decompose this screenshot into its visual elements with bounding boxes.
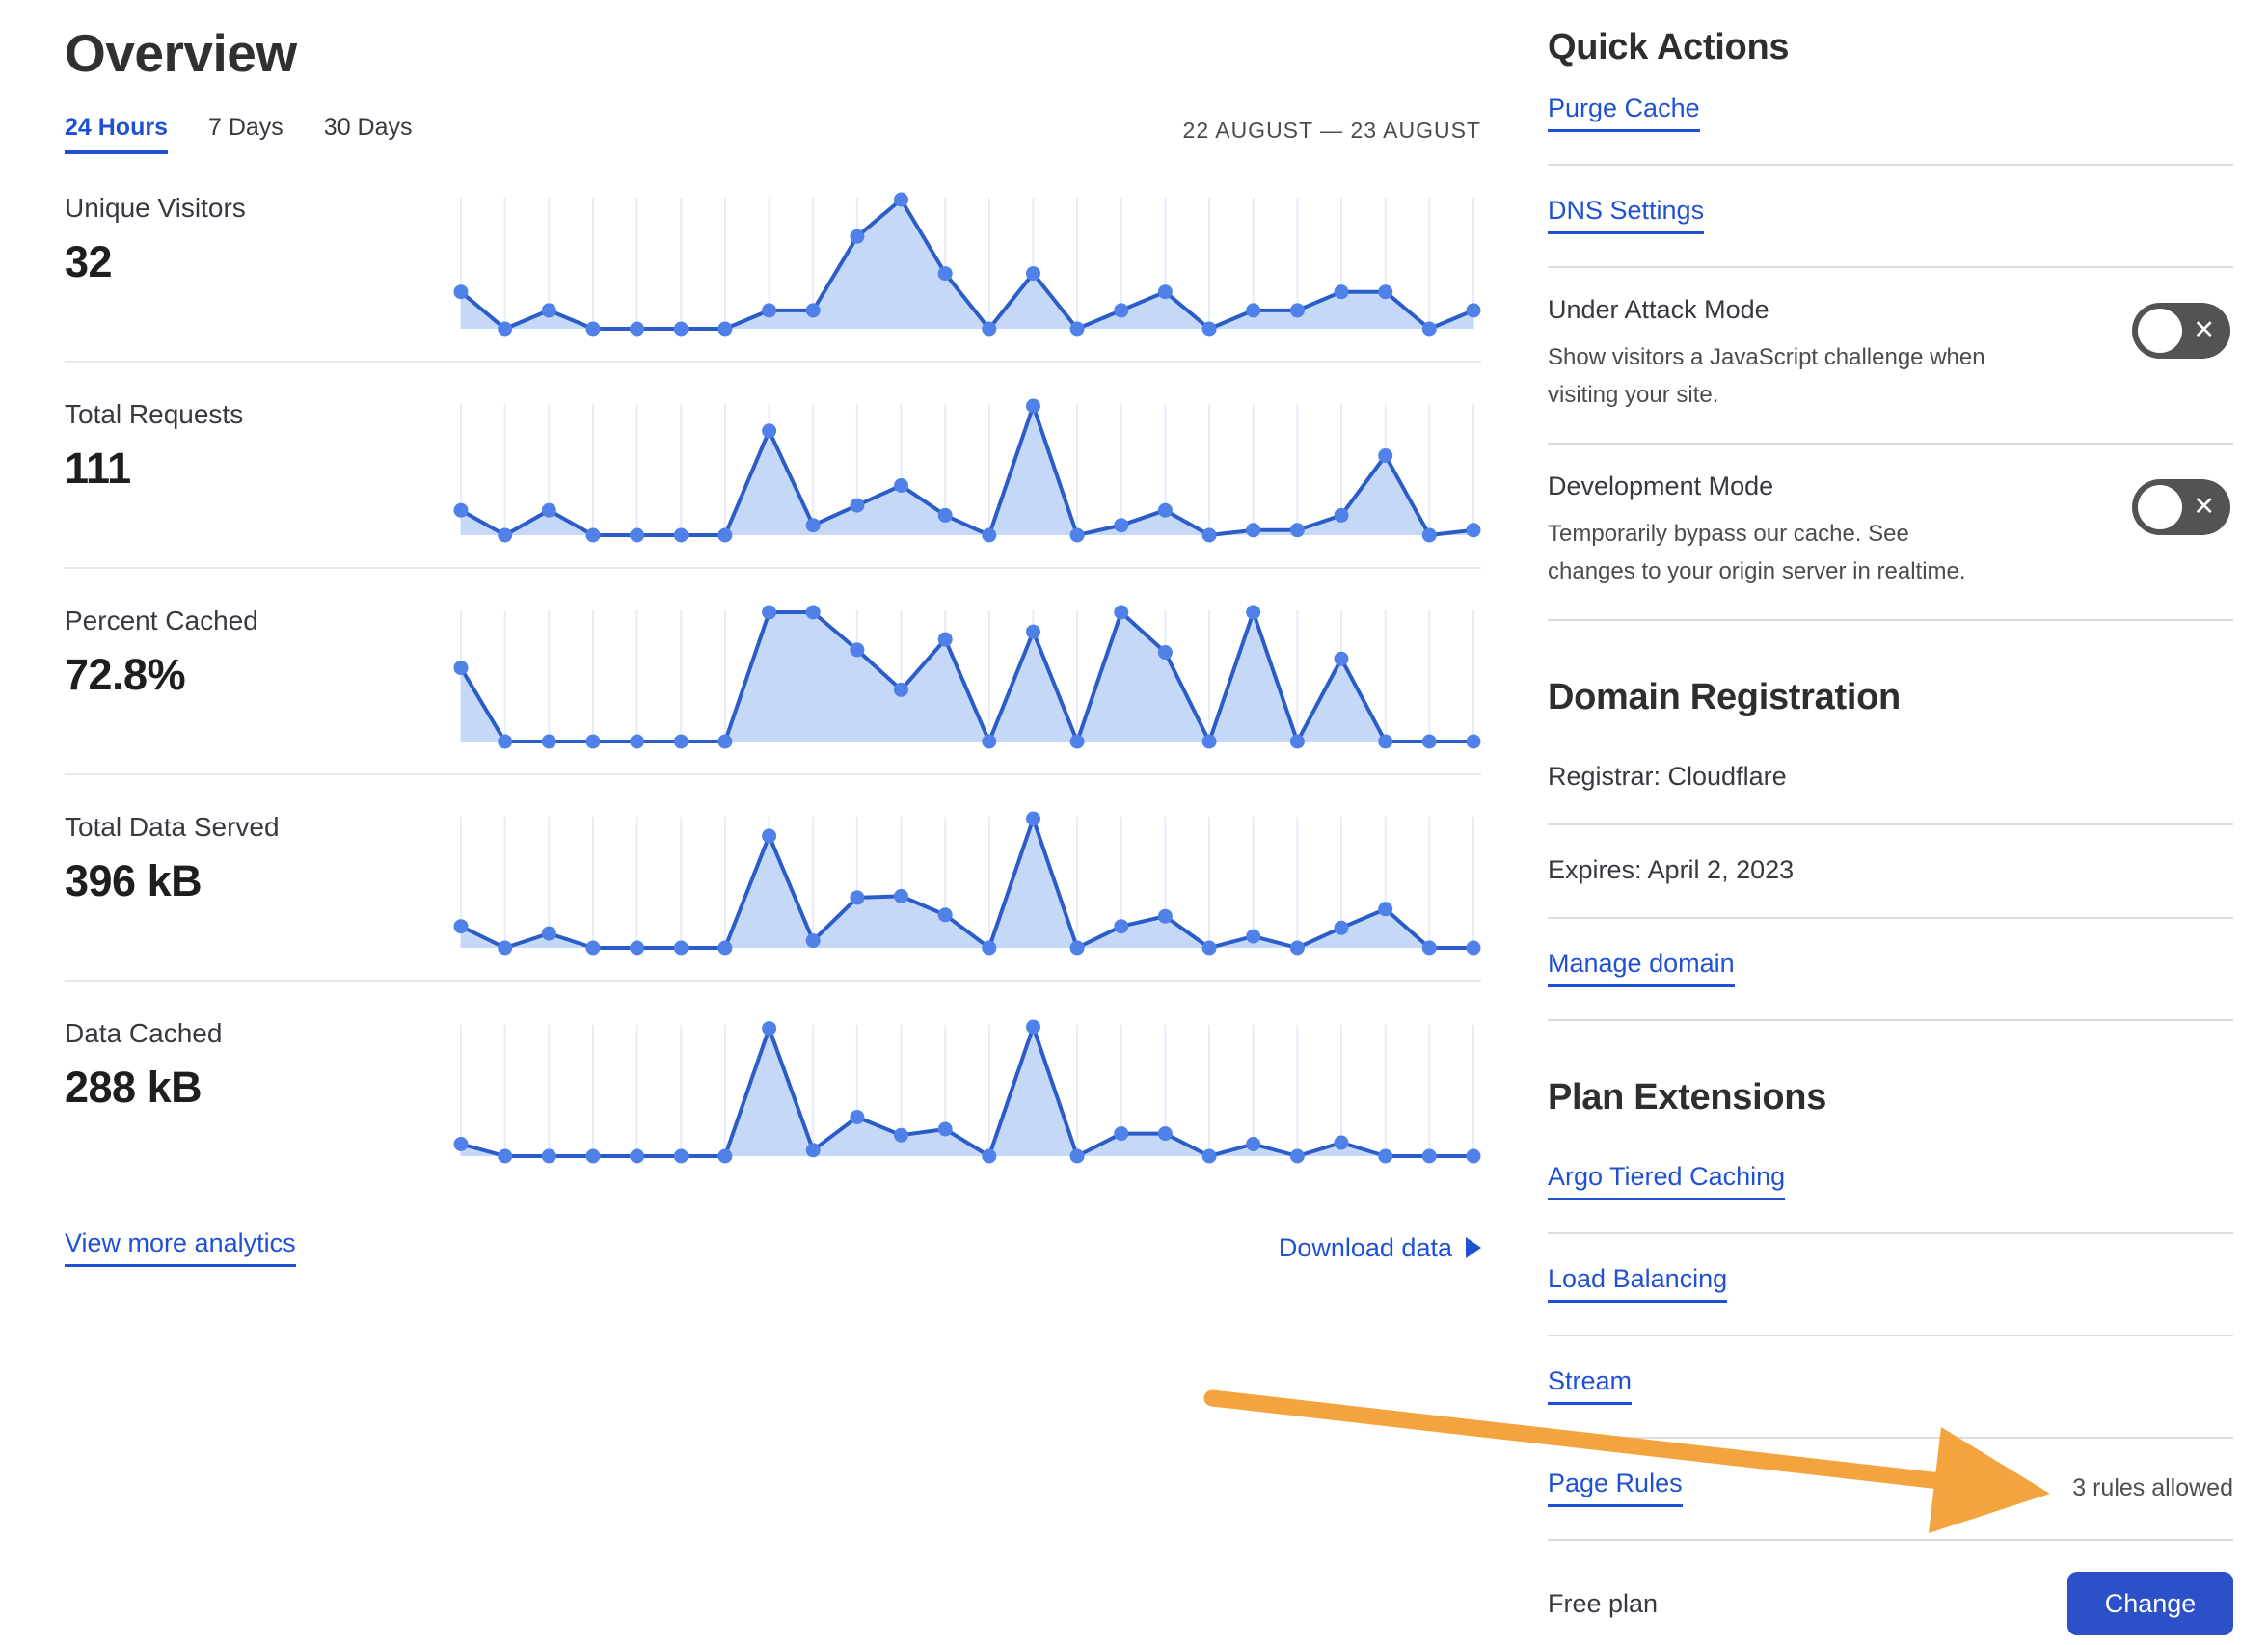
toggle-knob — [2138, 309, 2182, 353]
dns-settings-row: DNS Settings — [1548, 166, 2233, 268]
metric-label: Total Data Served — [65, 812, 280, 842]
current-plan-label: Free plan — [1548, 1588, 1659, 1618]
page-rules-link[interactable]: Page Rules — [1548, 1469, 1683, 1507]
manage-domain-row: Manage domain — [1548, 919, 2233, 1021]
development-mode-toggle[interactable]: ✕ — [2132, 479, 2230, 535]
toggle-off-x-icon: ✕ — [2193, 491, 2215, 521]
sparkline-data-cached — [453, 1015, 1481, 1168]
metric-value: 32 — [65, 237, 113, 286]
argo-tiered-caching-link[interactable]: Argo Tiered Caching — [1548, 1162, 1786, 1200]
expires-label: Expires: April 2, 2023 — [1548, 855, 1795, 884]
page-title: Overview — [65, 23, 297, 83]
tab-7-days[interactable]: 7 Days — [207, 114, 284, 141]
argo-tiered-caching-row: Argo Tiered Caching — [1548, 1132, 2233, 1234]
page-rules-row: Page Rules 3 rules allowed — [1548, 1439, 2233, 1541]
expires-row: Expires: April 2, 2023 — [1548, 825, 2233, 919]
sparkline-total-requests — [453, 394, 1481, 547]
metric-row-unique-visitors: Unique Visitors 32 — [65, 156, 1481, 363]
under-attack-mode-toggle[interactable]: ✕ — [2132, 303, 2230, 359]
load-balancing-row: Load Balancing — [1548, 1234, 2233, 1336]
metric-row-percent-cached: Percent Cached 72.8% — [65, 569, 1481, 775]
dns-settings-link[interactable]: DNS Settings — [1548, 196, 1705, 234]
download-data-label: Download data — [1278, 1232, 1452, 1262]
domain-registration-heading: Domain Registration — [1548, 677, 1901, 717]
metric-row-total-data-served: Total Data Served 396 kB — [65, 775, 1481, 982]
under-attack-mode-row: Under Attack Mode Show visitors a JavaSc… — [1548, 268, 2233, 445]
sparkline-total-data-served — [453, 807, 1481, 959]
metric-value: 288 kB — [65, 1063, 202, 1112]
registrar-row: Registrar: Cloudflare — [1548, 732, 2233, 825]
toggle-off-x-icon: ✕ — [2193, 314, 2215, 344]
stream-row: Stream — [1548, 1336, 2233, 1439]
development-mode-description: Temporarily bypass our cache. See change… — [1548, 521, 1966, 584]
stream-link[interactable]: Stream — [1548, 1366, 1633, 1405]
metric-row-total-requests: Total Requests 111 — [65, 363, 1481, 569]
overview-main-panel: Overview 24 Hours 7 Days 30 Days 22 AUGU… — [65, 0, 1481, 1267]
metric-value: 396 kB — [65, 856, 202, 905]
metric-value: 111 — [65, 444, 131, 493]
under-attack-mode-description: Show visitors a JavaScript challenge whe… — [1548, 344, 1985, 408]
manage-domain-link[interactable]: Manage domain — [1548, 949, 1735, 987]
tab-24-hours[interactable]: 24 Hours — [65, 114, 168, 154]
sparkline-unique-visitors — [453, 188, 1481, 340]
load-balancing-link[interactable]: Load Balancing — [1548, 1264, 1728, 1303]
metric-value: 72.8% — [65, 650, 186, 699]
plan-extensions-heading: Plan Extensions — [1548, 1077, 1827, 1118]
toggle-knob — [2138, 485, 2182, 529]
metric-label: Percent Cached — [65, 606, 258, 635]
metric-row-data-cached: Data Cached 288 kB — [65, 982, 1481, 1188]
change-plan-button[interactable]: Change — [2067, 1572, 2233, 1635]
development-mode-row: Development Mode Temporarily bypass our … — [1548, 445, 2233, 621]
date-range-label: 22 AUGUST — 23 AUGUST — [1182, 118, 1481, 143]
view-more-analytics-link[interactable]: View more analytics — [65, 1228, 296, 1267]
sidebar: Quick Actions Purge Cache DNS Settings U… — [1548, 0, 2233, 1645]
metric-label: Unique Visitors — [65, 193, 246, 223]
download-data-link[interactable]: Download data — [1279, 1233, 1481, 1263]
time-range-tabs: 24 Hours 7 Days 30 Days 22 AUGUST — 23 A… — [65, 114, 1481, 156]
metric-label: Data Cached — [65, 1018, 223, 1048]
page-rules-allowance: 3 rules allowed — [2072, 1473, 2233, 1501]
plan-row: Free plan Change — [1548, 1562, 2233, 1645]
registrar-label: Registrar: Cloudflare — [1548, 762, 1787, 791]
download-play-icon — [1466, 1237, 1481, 1258]
metric-label: Total Requests — [65, 399, 244, 429]
tab-30-days[interactable]: 30 Days — [323, 114, 413, 141]
purge-cache-link[interactable]: Purge Cache — [1548, 94, 1700, 132]
under-attack-mode-title: Under Attack Mode — [1548, 295, 1769, 324]
development-mode-title: Development Mode — [1548, 472, 1774, 500]
purge-cache-row: Purge Cache — [1548, 68, 2233, 166]
sparkline-percent-cached — [453, 601, 1481, 753]
quick-actions-heading: Quick Actions — [1548, 27, 1790, 67]
